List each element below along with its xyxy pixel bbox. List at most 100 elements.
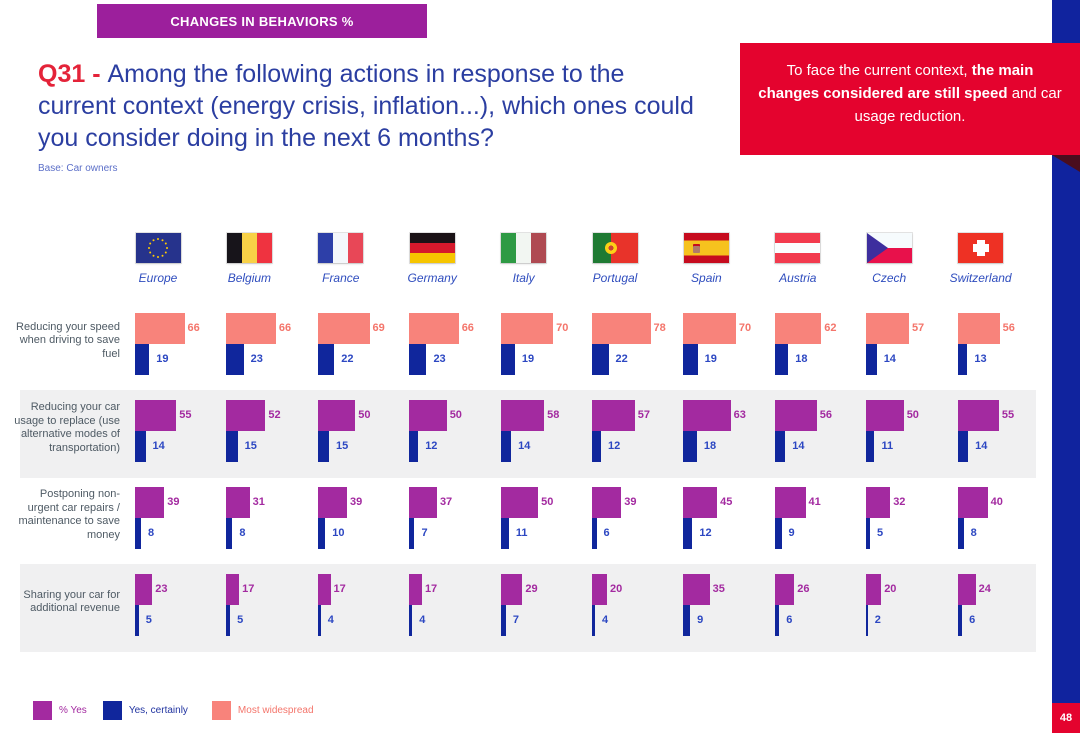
bar-cell-europe: 23 5 bbox=[135, 574, 225, 638]
bar-cell-austria: 62 18 bbox=[774, 313, 865, 377]
certainly-value: 14 bbox=[518, 440, 531, 452]
certainly-value: 4 bbox=[419, 614, 426, 626]
bar-cell-switzerland: 55 14 bbox=[957, 400, 1048, 464]
certainly-bar bbox=[592, 344, 609, 375]
certainly-value: 22 bbox=[341, 353, 354, 365]
yes-value: 20 bbox=[610, 583, 623, 595]
certainly-value: 8 bbox=[239, 527, 246, 539]
bar-cell-portugal: 78 22 bbox=[592, 313, 682, 377]
certainly-bar bbox=[317, 431, 330, 462]
yes-bar bbox=[317, 400, 356, 431]
column-header-spain: Spain bbox=[671, 233, 741, 285]
bar-cell-germany: 66 23 bbox=[409, 313, 499, 377]
certainly-bar bbox=[500, 605, 506, 636]
callout-intro: To face the current context, bbox=[786, 62, 972, 79]
bar-cell-belgium: 31 8 bbox=[226, 487, 316, 551]
bar-cell-austria: 41 9 bbox=[774, 487, 865, 551]
czech-flag-icon bbox=[866, 233, 912, 263]
bar-cell-switzerland: 56 13 bbox=[957, 313, 1048, 377]
column-label-france: France bbox=[322, 271, 360, 285]
yes-bar bbox=[317, 313, 370, 344]
certainly-value: 11 bbox=[881, 440, 894, 452]
certainly-value: 10 bbox=[332, 527, 345, 539]
bar-cell-italy: 50 11 bbox=[500, 487, 591, 551]
certainly-bar bbox=[500, 344, 515, 375]
certainly-value: 7 bbox=[421, 527, 428, 539]
certainly-value: 12 bbox=[425, 440, 438, 452]
certainly-bar bbox=[409, 344, 427, 375]
certainly-bar bbox=[226, 344, 244, 375]
column-label-switzerland: Switzerland bbox=[949, 271, 1012, 285]
yes-bar bbox=[409, 487, 437, 518]
certainly-bar bbox=[683, 605, 691, 636]
bar-cell-portugal: 20 4 bbox=[592, 574, 682, 638]
bar-cell-germany: 17 4 bbox=[409, 574, 499, 638]
certainly-bar bbox=[957, 431, 969, 462]
base-note: Base: Car owners bbox=[38, 163, 118, 174]
certainly-value: 14 bbox=[975, 440, 988, 452]
column-label-czech: Czech bbox=[872, 271, 907, 285]
yes-value: 57 bbox=[911, 322, 925, 334]
yes-value: 66 bbox=[461, 322, 474, 334]
column-label-belgium: Belgium bbox=[227, 271, 272, 285]
certainly-value: 14 bbox=[792, 440, 805, 452]
certainly-value: 15 bbox=[336, 440, 349, 452]
bar-cell-belgium: 17 5 bbox=[226, 574, 316, 638]
certainly-bar bbox=[409, 518, 415, 549]
certainly-bar bbox=[317, 605, 321, 636]
certainly-bar bbox=[500, 518, 509, 549]
callout-rest: and car usage reduction. bbox=[854, 85, 1062, 125]
certainly-value: 12 bbox=[699, 527, 712, 539]
certainly-bar bbox=[135, 605, 139, 636]
yes-value: 55 bbox=[179, 409, 192, 421]
certainly-value: 6 bbox=[603, 527, 610, 539]
yes-value: 29 bbox=[525, 583, 538, 595]
yes-bar bbox=[317, 487, 348, 518]
yes-bar bbox=[592, 313, 651, 344]
column-label-portugal: Portugal bbox=[592, 271, 638, 285]
bar-cell-switzerland: 24 6 bbox=[957, 574, 1048, 638]
certainly-bar bbox=[135, 431, 146, 462]
yes-bar bbox=[957, 574, 976, 605]
column-header-europe: Europe bbox=[123, 233, 193, 285]
certainly-bar bbox=[683, 518, 693, 549]
yes-bar bbox=[866, 487, 891, 518]
certainly-bar bbox=[866, 605, 868, 636]
certainly-bar bbox=[226, 431, 238, 462]
bar-cell-switzerland: 40 8 bbox=[957, 487, 1048, 551]
italy-flag-icon bbox=[501, 233, 547, 263]
certainly-value: 6 bbox=[969, 614, 976, 626]
yes-bar bbox=[866, 400, 904, 431]
column-header-belgium: Belgium bbox=[214, 233, 284, 285]
certainly-bar bbox=[409, 431, 419, 462]
bar-cell-italy: 58 14 bbox=[500, 400, 591, 464]
germany-flag-icon bbox=[409, 233, 455, 263]
switzerland-flag-icon bbox=[958, 233, 1004, 263]
bar-cell-europe: 66 19 bbox=[135, 313, 225, 377]
certainly-bar bbox=[683, 344, 698, 375]
row-label: Postponing non-urgent car repairs / main… bbox=[18, 488, 120, 541]
certainly-bar bbox=[774, 431, 786, 462]
legend-swatch bbox=[33, 701, 52, 720]
bar-cell-europe: 39 8 bbox=[135, 487, 225, 551]
yes-bar bbox=[683, 313, 736, 344]
yes-bar bbox=[866, 313, 909, 344]
column-label-spain: Spain bbox=[691, 271, 722, 285]
bar-cell-france: 17 4 bbox=[317, 574, 408, 638]
yes-bar bbox=[592, 487, 622, 518]
yes-bar bbox=[592, 400, 635, 431]
yes-bar bbox=[135, 313, 185, 344]
certainly-value: 6 bbox=[786, 614, 793, 626]
bar-cell-austria: 56 14 bbox=[774, 400, 865, 464]
column-header-portugal: Portugal bbox=[580, 233, 650, 285]
certainly-bar bbox=[774, 344, 789, 375]
row-label: Reducing your car usage to replace (use … bbox=[14, 401, 120, 454]
yes-bar bbox=[592, 574, 607, 605]
bar-cell-czech: 50 11 bbox=[866, 400, 956, 464]
yes-value: 37 bbox=[439, 496, 453, 508]
yes-value: 23 bbox=[155, 583, 168, 595]
austria-flag-icon bbox=[775, 233, 821, 263]
yes-bar bbox=[683, 487, 718, 518]
column-label-italy: Italy bbox=[512, 271, 535, 285]
certainly-value: 19 bbox=[156, 353, 169, 365]
